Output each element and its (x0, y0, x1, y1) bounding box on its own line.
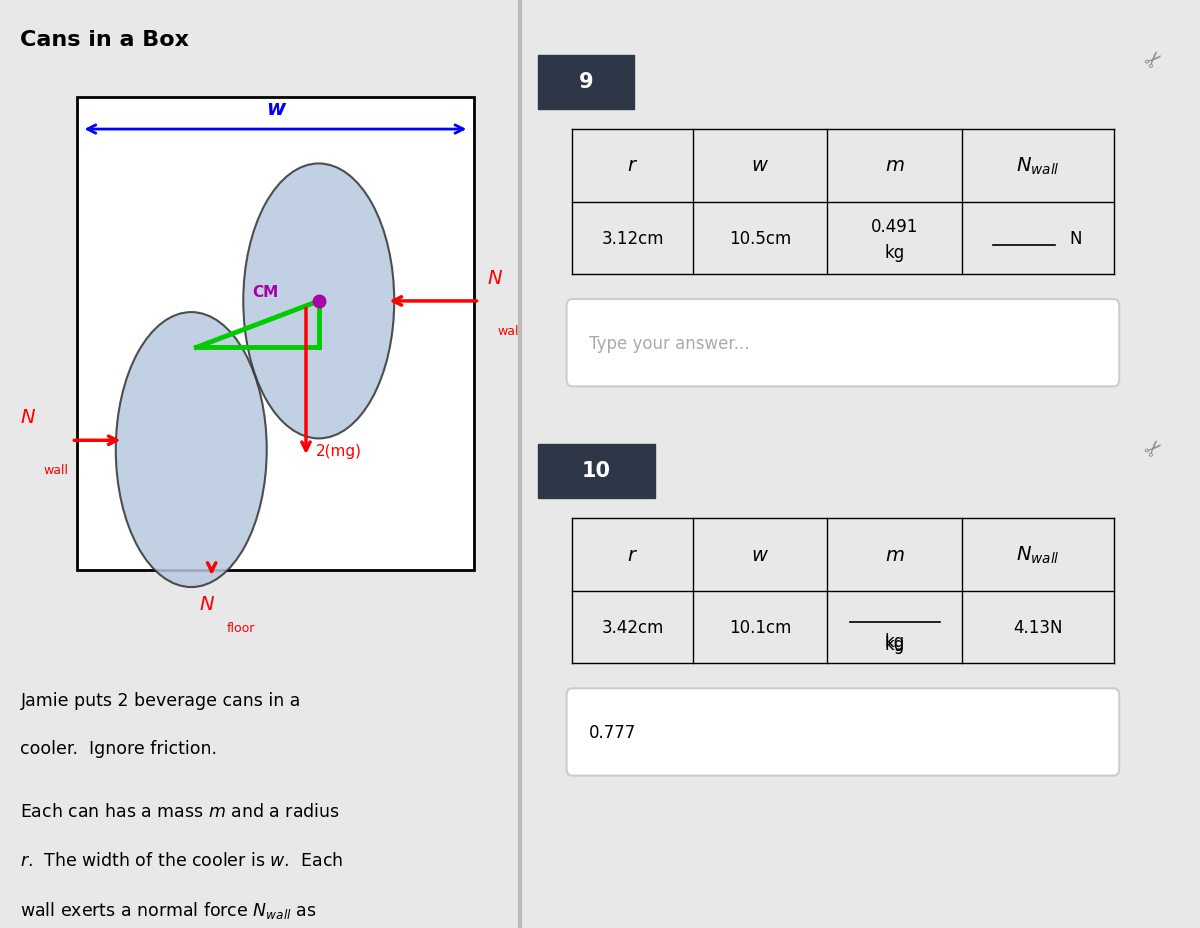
Circle shape (244, 164, 395, 439)
Bar (77, 97, 474, 571)
Text: wall exerts a normal force $N_{wall}$ as: wall exerts a normal force $N_{wall}$ as (20, 899, 317, 920)
Text: $N$: $N$ (20, 408, 36, 427)
Text: $w$: $w$ (751, 157, 769, 175)
Text: N: N (1069, 229, 1082, 248)
Text: floor: floor (227, 622, 256, 635)
Text: $r$: $r$ (626, 546, 638, 564)
Text: cooler.  Ignore friction.: cooler. Ignore friction. (20, 740, 217, 757)
Text: $N$: $N$ (487, 269, 503, 288)
Text: kg: kg (884, 632, 905, 651)
Text: ✂: ✂ (1141, 435, 1169, 463)
Text: w: w (265, 98, 286, 119)
Text: $r$: $r$ (626, 157, 638, 175)
Text: 3.42cm: 3.42cm (601, 618, 664, 637)
Text: CM: CM (252, 285, 278, 300)
Text: 4.13N: 4.13N (1013, 618, 1063, 637)
Text: ✂: ✂ (1141, 46, 1169, 74)
Text: kg: kg (884, 243, 905, 262)
Circle shape (115, 313, 266, 587)
Text: $N$: $N$ (198, 594, 215, 612)
Text: Type your answer...: Type your answer... (589, 334, 750, 353)
Text: 10.5cm: 10.5cm (730, 229, 791, 248)
Text: 0.491: 0.491 (871, 217, 918, 236)
Text: 0.777: 0.777 (589, 723, 637, 741)
Text: 10: 10 (582, 460, 611, 481)
Text: Jamie puts 2 beverage cans in a: Jamie puts 2 beverage cans in a (20, 691, 301, 709)
FancyBboxPatch shape (566, 689, 1120, 776)
FancyBboxPatch shape (538, 56, 635, 110)
Text: Each can has a mass $m$ and a radius: Each can has a mass $m$ and a radius (20, 803, 340, 820)
Text: 2(mg): 2(mg) (317, 444, 362, 458)
FancyBboxPatch shape (566, 300, 1120, 387)
Text: Cans in a Box: Cans in a Box (20, 30, 190, 50)
Text: 3.12cm: 3.12cm (601, 229, 664, 248)
Text: $r$.  The width of the cooler is $w$.  Each: $r$. The width of the cooler is $w$. Eac… (20, 851, 343, 869)
Text: $m$: $m$ (884, 546, 905, 564)
Text: wall: wall (497, 325, 522, 338)
Text: $N_{wall}$: $N_{wall}$ (1016, 545, 1060, 565)
Text: $m$: $m$ (884, 157, 905, 175)
Text: 10.1cm: 10.1cm (728, 618, 791, 637)
Text: 9: 9 (578, 71, 593, 92)
Text: wall: wall (43, 464, 68, 477)
FancyBboxPatch shape (538, 445, 655, 498)
Text: $w$: $w$ (751, 546, 769, 564)
Text: kg: kg (884, 635, 905, 653)
Text: $N_{wall}$: $N_{wall}$ (1016, 156, 1060, 176)
